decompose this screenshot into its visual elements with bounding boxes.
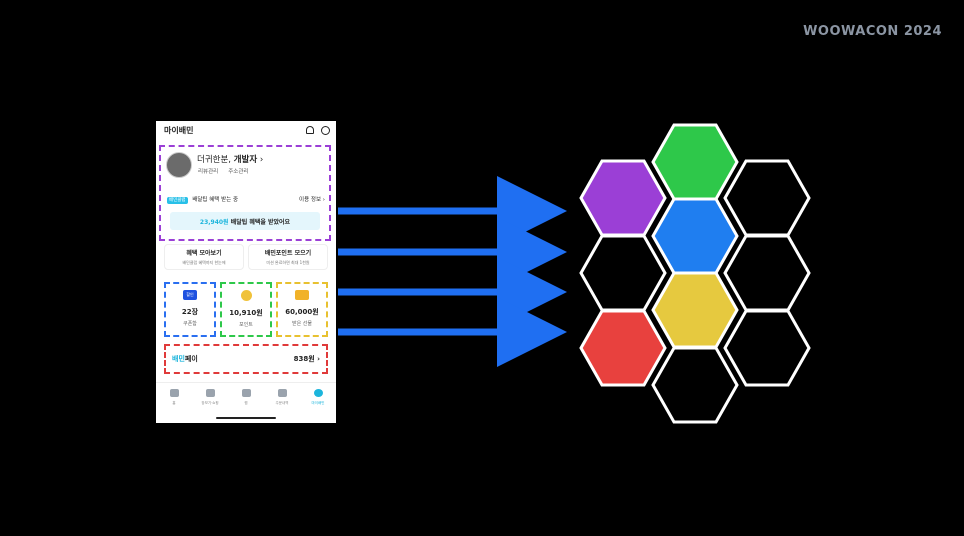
profile-name[interactable]: 더귀한분, 개발자 › — [197, 155, 264, 165]
bottom-tab-bar: 홈 장보기·쇼핑 찜 주문내역 마이배민 — [156, 382, 336, 423]
pay-balance: 838원 › — [293, 355, 320, 363]
gift-card[interactable]: 60,000원 받은 선물 — [276, 282, 328, 337]
benefits-overview-button[interactable]: 혜택 모아보기 배민클럽 혜택까지 한눈에 — [164, 244, 244, 270]
receipt-icon — [277, 389, 287, 397]
tab-home[interactable]: 홈 — [159, 383, 189, 423]
benefit-menus: 혜택 모아보기 배민클럽 혜택까지 한눈에 배민포인트 모으기 미션 완료하면 … — [164, 244, 328, 270]
avatar[interactable] — [166, 152, 192, 178]
tab-orders[interactable]: 주문내역 — [267, 383, 297, 423]
usage-info-link[interactable]: 이용 정보 › — [299, 197, 325, 203]
hex-blue — [651, 197, 739, 275]
brand-title: WOOWACON 2024 — [803, 24, 942, 39]
phone-screen: 마이배민 더귀한분, 개발자 › 리뷰관리 주소관리 배민클럽 배달팁 혜택 받… — [156, 121, 336, 423]
hex-empty-2 — [579, 234, 667, 312]
point-icon — [240, 290, 252, 301]
membership-badge: 배민클럽 — [167, 197, 188, 204]
review-manage-link[interactable]: 리뷰관리 — [198, 169, 219, 175]
gift-icon — [295, 290, 309, 300]
tab-my[interactable]: 마이배민 — [303, 383, 333, 423]
coupon-card[interactable]: 할인 22장 쿠폰함 — [164, 282, 216, 337]
pay-logo: 배민페이 — [172, 355, 198, 363]
membership-row[interactable]: 배민클럽 배달팁 혜택 받는 중 이용 정보 › — [167, 197, 325, 204]
tab-shopping[interactable]: 장보기·쇼핑 — [195, 383, 225, 423]
hex-red — [579, 309, 667, 387]
gear-icon[interactable] — [321, 125, 330, 135]
address-manage-link[interactable]: 주소관리 — [228, 169, 249, 175]
bell-icon[interactable] — [306, 125, 314, 134]
heart-icon — [241, 389, 251, 397]
home-indicator — [216, 417, 276, 419]
profile-section: 더귀한분, 개발자 › 리뷰관리 주소관리 배민클럽 배달팁 혜택 받는 중 이… — [159, 145, 331, 241]
hex-green — [651, 123, 739, 201]
page-title: 마이배민 — [164, 125, 194, 135]
app-header: 마이배민 — [156, 121, 336, 139]
hex-purple — [579, 159, 667, 237]
pay-section[interactable]: 배민페이 838원 › — [164, 344, 328, 374]
hex-empty-5 — [651, 346, 739, 424]
hex-empty-4 — [723, 309, 811, 387]
tab-favorites[interactable]: 찜 — [231, 383, 261, 423]
hex-yellow — [651, 271, 739, 349]
bag-icon — [205, 389, 215, 397]
coupon-icon: 할인 — [183, 290, 197, 300]
hex-empty-3 — [723, 234, 811, 312]
point-card[interactable]: 10,910원 포인트 — [220, 282, 272, 337]
benefit-banner[interactable]: 23,940원 배달팁 혜택을 받았어요 — [170, 212, 320, 230]
my-icon — [313, 389, 323, 397]
hex-empty-1 — [723, 159, 811, 237]
home-icon — [169, 389, 179, 397]
point-collect-button[interactable]: 배민포인트 모으기 미션 완료하면 최대 1천원 — [248, 244, 328, 270]
